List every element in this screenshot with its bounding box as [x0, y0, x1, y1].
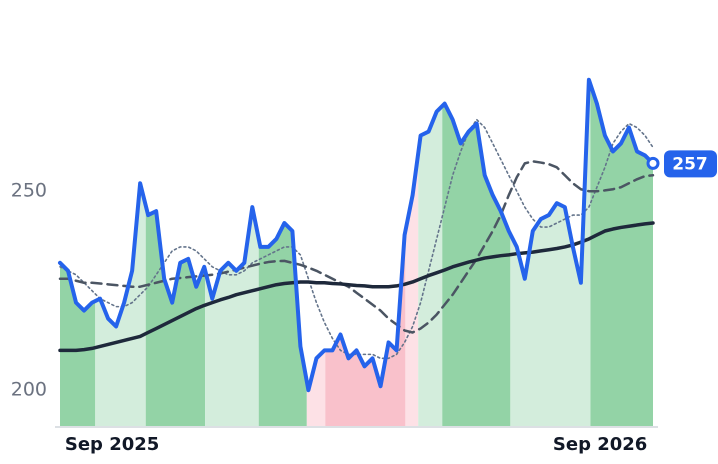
shade-band: [145, 79, 206, 426]
shade-band: [442, 79, 511, 426]
shade-band: [205, 79, 259, 426]
value-badge: [664, 150, 717, 178]
shade-band: [60, 79, 96, 426]
shade-band: [405, 79, 419, 426]
x-tick-label: Sep 2025: [65, 434, 159, 455]
moving-average: [59, 118, 654, 360]
shade-band: [95, 79, 146, 426]
y-tick-label: 250: [11, 180, 47, 202]
shade-band: [258, 79, 307, 426]
y-tick-label: 200: [11, 379, 47, 401]
shading: [60, 79, 653, 426]
x-tick-label: Sep 2026: [553, 434, 647, 455]
shade-band: [510, 79, 591, 426]
last-point: [646, 156, 660, 170]
axes: 200 250 Sep 2025 Sep 2026 257: [11, 150, 717, 455]
price-line: [58, 77, 655, 393]
value-badge-label: 257: [672, 154, 708, 174]
moving-average: [58, 160, 655, 334]
moving-average: [58, 221, 655, 353]
shade-band: [418, 79, 443, 426]
lines: [58, 77, 655, 393]
